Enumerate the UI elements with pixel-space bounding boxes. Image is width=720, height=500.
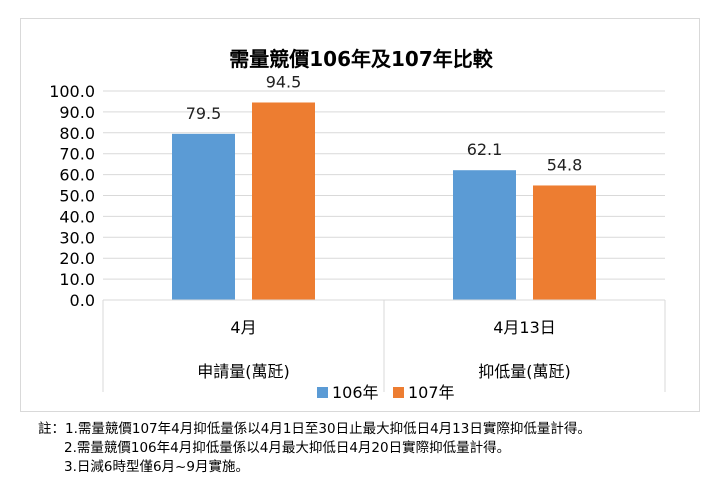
legend-label: 106年 [332,383,379,402]
y-tick-label: 10.0 [59,270,95,289]
y-tick-label: 20.0 [59,249,95,268]
bar [533,185,596,300]
bar [172,133,235,300]
legend-swatch [393,387,404,398]
y-tick-label: 40.0 [59,207,95,226]
chart-title: 需量競價106年及107年比較 [229,47,493,71]
bars [172,102,596,301]
y-tick-label: 30.0 [59,228,95,247]
y-tick-label: 80.0 [59,124,95,143]
x-group-label: 抑低量(萬瓩) [478,362,571,381]
footnote-1: 註：1.需量競價107年4月抑低量係以4月1日至30日止最大抑低日4月13日實際… [38,421,591,437]
bar [453,170,516,300]
x-tick-label: 4月 [230,318,256,337]
data-label: 79.5 [186,104,222,123]
legend-label: 107年 [408,383,455,402]
chart-frame: 需量競價106年及107年比較 0.0 10.0 20.0 30.0 40.0 50.0 6… [20,18,700,412]
data-label: 94.5 [266,72,302,91]
data-labels: 79.5 94.5 62.1 54.8 [186,72,583,174]
y-tick-label: 90.0 [59,103,95,122]
y-tick-label: 60.0 [59,166,95,185]
y-tick-label: 100.0 [49,82,95,101]
legend-swatch [317,387,328,398]
x-group-label: 申請量(萬瓩) [197,362,290,381]
bar [252,102,315,301]
legend: 106年 107年 [317,383,455,402]
bar-chart: 需量競價106年及107年比較 0.0 10.0 20.0 30.0 40.050.0 6… [49,47,666,402]
data-label: 54.8 [547,155,583,174]
footnote-2: 2.需量競價106年4月抑低量係以4月最大抑低日4月20日實際抑低量計得。 [64,440,511,456]
x-tick-label: 4月13日 [493,318,556,337]
y-axis-ticks: 0.0 10.0 20.0 30.0 40.050.0 60.0 70.0 80.0 90.0 1… [49,82,95,310]
y-tick-label: 50.0 [59,187,95,206]
y-tick-label: 0.0 [70,291,95,310]
data-label: 62.1 [467,140,503,159]
y-tick-label: 70.0 [59,145,95,164]
footnote-3: 3.日減6時型僅6月~9月實施。 [64,459,249,475]
footnotes: 註：1.需量競價107年4月抑低量係以4月1日至30日止最大抑低日4月13日實際… [38,420,708,477]
